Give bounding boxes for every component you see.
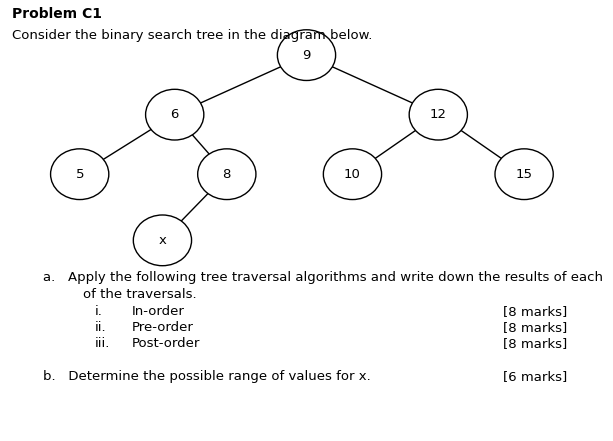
Text: 15: 15 — [516, 168, 533, 181]
Text: i.: i. — [95, 305, 103, 318]
Ellipse shape — [277, 30, 336, 81]
Text: Consider the binary search tree in the diagram below.: Consider the binary search tree in the d… — [12, 29, 373, 41]
Text: [8 marks]: [8 marks] — [503, 305, 567, 318]
Text: iii.: iii. — [95, 337, 110, 350]
Text: Problem C1: Problem C1 — [12, 7, 102, 21]
Text: 6: 6 — [170, 108, 179, 121]
Text: of the traversals.: of the traversals. — [83, 288, 196, 300]
Text: 12: 12 — [430, 108, 447, 121]
Text: [8 marks]: [8 marks] — [503, 337, 567, 350]
Ellipse shape — [409, 89, 467, 140]
Text: a.   Apply the following tree traversal algorithms and write down the results of: a. Apply the following tree traversal al… — [43, 271, 603, 284]
Ellipse shape — [197, 149, 256, 199]
Text: 10: 10 — [344, 168, 361, 181]
Text: Pre-order: Pre-order — [132, 321, 194, 334]
Text: 5: 5 — [75, 168, 84, 181]
Text: ii.: ii. — [95, 321, 107, 334]
Text: In-order: In-order — [132, 305, 185, 318]
Text: 8: 8 — [223, 168, 231, 181]
Text: [6 marks]: [6 marks] — [503, 370, 567, 383]
Text: b.   Determine the possible range of values for x.: b. Determine the possible range of value… — [43, 370, 371, 383]
Ellipse shape — [145, 89, 204, 140]
Ellipse shape — [50, 149, 109, 199]
Text: [8 marks]: [8 marks] — [503, 321, 567, 334]
Ellipse shape — [324, 149, 381, 199]
Text: Post-order: Post-order — [132, 337, 200, 350]
Text: 9: 9 — [302, 49, 311, 62]
Ellipse shape — [134, 215, 192, 265]
Text: x: x — [159, 234, 166, 247]
Ellipse shape — [495, 149, 553, 199]
